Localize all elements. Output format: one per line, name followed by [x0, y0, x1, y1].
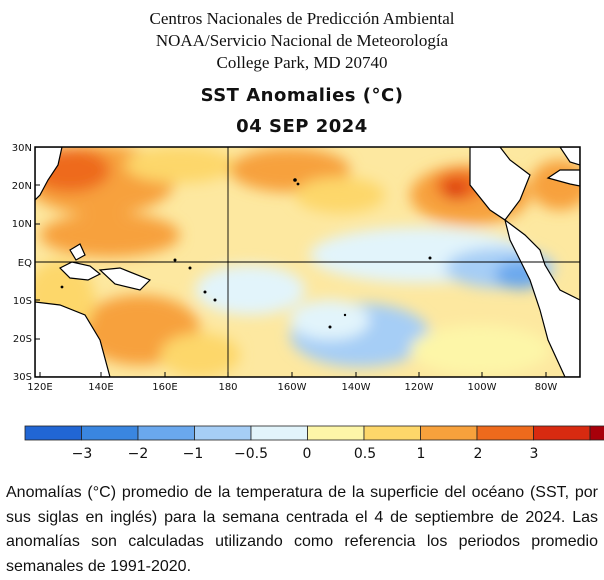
sst-anomaly-map: 30N 20N 10N EQ 10S 20S 30S 120E 140E 160… [0, 140, 604, 400]
lon-label: 80W [535, 382, 558, 393]
lat-label: 30N [12, 143, 32, 154]
colorbar-box [476, 425, 534, 441]
lon-labels: 120E 140E 160E 180 160W 140W 120W 100W 8… [27, 382, 557, 393]
colorbar: −3 −2 −1 −0.5 0 0.5 1 2 3 [24, 425, 604, 462]
header-line-1: Centros Nacionales de Predicción Ambient… [149, 9, 455, 28]
colorbar-tick-label: −3 [72, 446, 93, 462]
map-date: 04 SEP 2024 [236, 116, 368, 137]
colorbar-box [81, 425, 139, 441]
colorbar-box [250, 425, 308, 441]
colorbar-tick-label: 3 [530, 446, 539, 462]
colorbar-box [589, 425, 604, 441]
lon-label: 160W [278, 382, 307, 393]
islands [60, 178, 432, 329]
colorbar-tick-label: 0 [303, 446, 312, 462]
colorbar-boxes [24, 425, 604, 441]
anomaly-field [35, 147, 580, 377]
colorbar-box [137, 425, 195, 441]
lon-label: 180 [218, 382, 237, 393]
map-title: SST Anomalies (°C) [200, 85, 404, 106]
colorbar-box [420, 425, 478, 441]
lon-label: 100W [468, 382, 497, 393]
lat-label: 20N [12, 181, 32, 192]
lat-label: 10S [13, 296, 32, 307]
map-svg: 30N 20N 10N EQ 10S 20S 30S 120E 140E 160… [12, 143, 581, 393]
colorbar-tick-label: 1 [417, 446, 426, 462]
header-line-2: NOAA/Servicio Nacional de Meteorología [155, 31, 449, 50]
lon-label: 160E [152, 382, 177, 393]
colorbar-box [363, 425, 421, 441]
lat-label: 20S [13, 334, 32, 345]
land-masses [35, 147, 580, 377]
lat-label: 10N [12, 219, 32, 230]
lat-label: EQ [18, 258, 32, 269]
lat-label: 30S [13, 372, 32, 383]
colorbar-tick-label: 0.5 [354, 446, 376, 462]
figure-caption: Anomalías (°C) promedio de la temperatur… [6, 484, 598, 575]
lon-label: 140E [88, 382, 113, 393]
colorbar-tick-label: −1 [183, 446, 204, 462]
colorbar-box [24, 425, 82, 441]
lon-label: 140W [342, 382, 371, 393]
lon-label: 120E [27, 382, 52, 393]
axis-ticks [35, 146, 547, 378]
colorbar-tick-label: 2 [474, 446, 483, 462]
header-line-3: College Park, MD 20740 [216, 53, 388, 72]
colorbar-box [307, 425, 365, 441]
colorbar-box [194, 425, 252, 441]
colorbar-tick-label: −0.5 [234, 446, 268, 462]
lat-labels: 30N 20N 10N EQ 10S 20S 30S [12, 143, 32, 383]
colorbar-tick-label: −2 [128, 446, 149, 462]
colorbar-box [533, 425, 591, 441]
colorbar-tick-labels: −3 −2 −1 −0.5 0 0.5 1 2 3 [72, 446, 539, 462]
lon-label: 120W [405, 382, 434, 393]
